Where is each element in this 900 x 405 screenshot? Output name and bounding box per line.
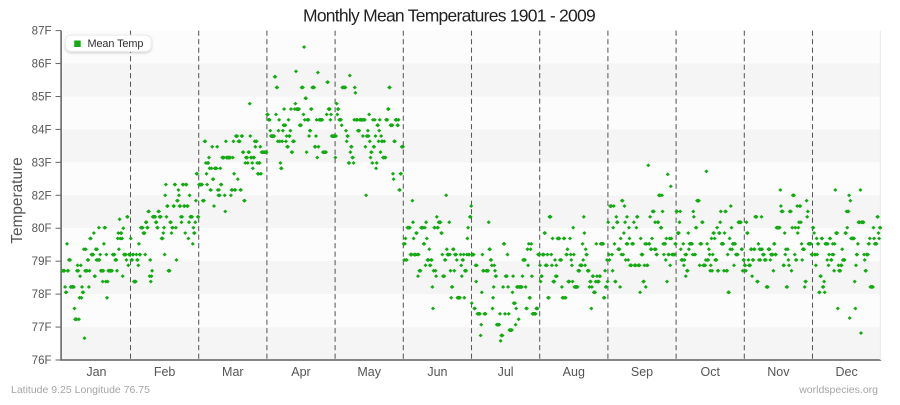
- svg-text:May: May: [357, 365, 381, 379]
- svg-text:Sep: Sep: [631, 365, 653, 379]
- svg-text:Jan: Jan: [86, 365, 106, 379]
- svg-text:85F: 85F: [32, 91, 52, 103]
- svg-text:83F: 83F: [32, 157, 52, 169]
- svg-text:Monthly Mean Temperatures 1901: Monthly Mean Temperatures 1901 - 2009: [303, 6, 595, 26]
- svg-text:Jun: Jun: [427, 365, 447, 379]
- svg-text:Mean Temp: Mean Temp: [88, 38, 144, 50]
- svg-text:84F: 84F: [32, 124, 52, 136]
- svg-text:79F: 79F: [32, 256, 52, 268]
- svg-text:87F: 87F: [32, 26, 52, 38]
- svg-text:Jul: Jul: [498, 365, 514, 379]
- svg-text:80F: 80F: [32, 223, 52, 235]
- svg-text:Nov: Nov: [767, 365, 790, 379]
- svg-text:82F: 82F: [32, 190, 52, 202]
- svg-text:77F: 77F: [32, 322, 52, 334]
- svg-text:86F: 86F: [32, 59, 52, 71]
- svg-text:Latitude 9.25 Longitude 76.75: Latitude 9.25 Longitude 76.75: [11, 384, 150, 396]
- svg-text:Mar: Mar: [222, 365, 244, 379]
- svg-text:78F: 78F: [32, 289, 52, 301]
- svg-text:Feb: Feb: [154, 365, 176, 379]
- svg-text:worldspecies.org: worldspecies.org: [798, 384, 878, 396]
- svg-text:Oct: Oct: [700, 365, 720, 379]
- svg-text:Aug: Aug: [563, 365, 585, 379]
- svg-text:76F: 76F: [32, 355, 52, 367]
- svg-text:Apr: Apr: [291, 365, 310, 379]
- svg-text:Temperature: Temperature: [9, 157, 26, 243]
- svg-text:Dec: Dec: [835, 365, 857, 379]
